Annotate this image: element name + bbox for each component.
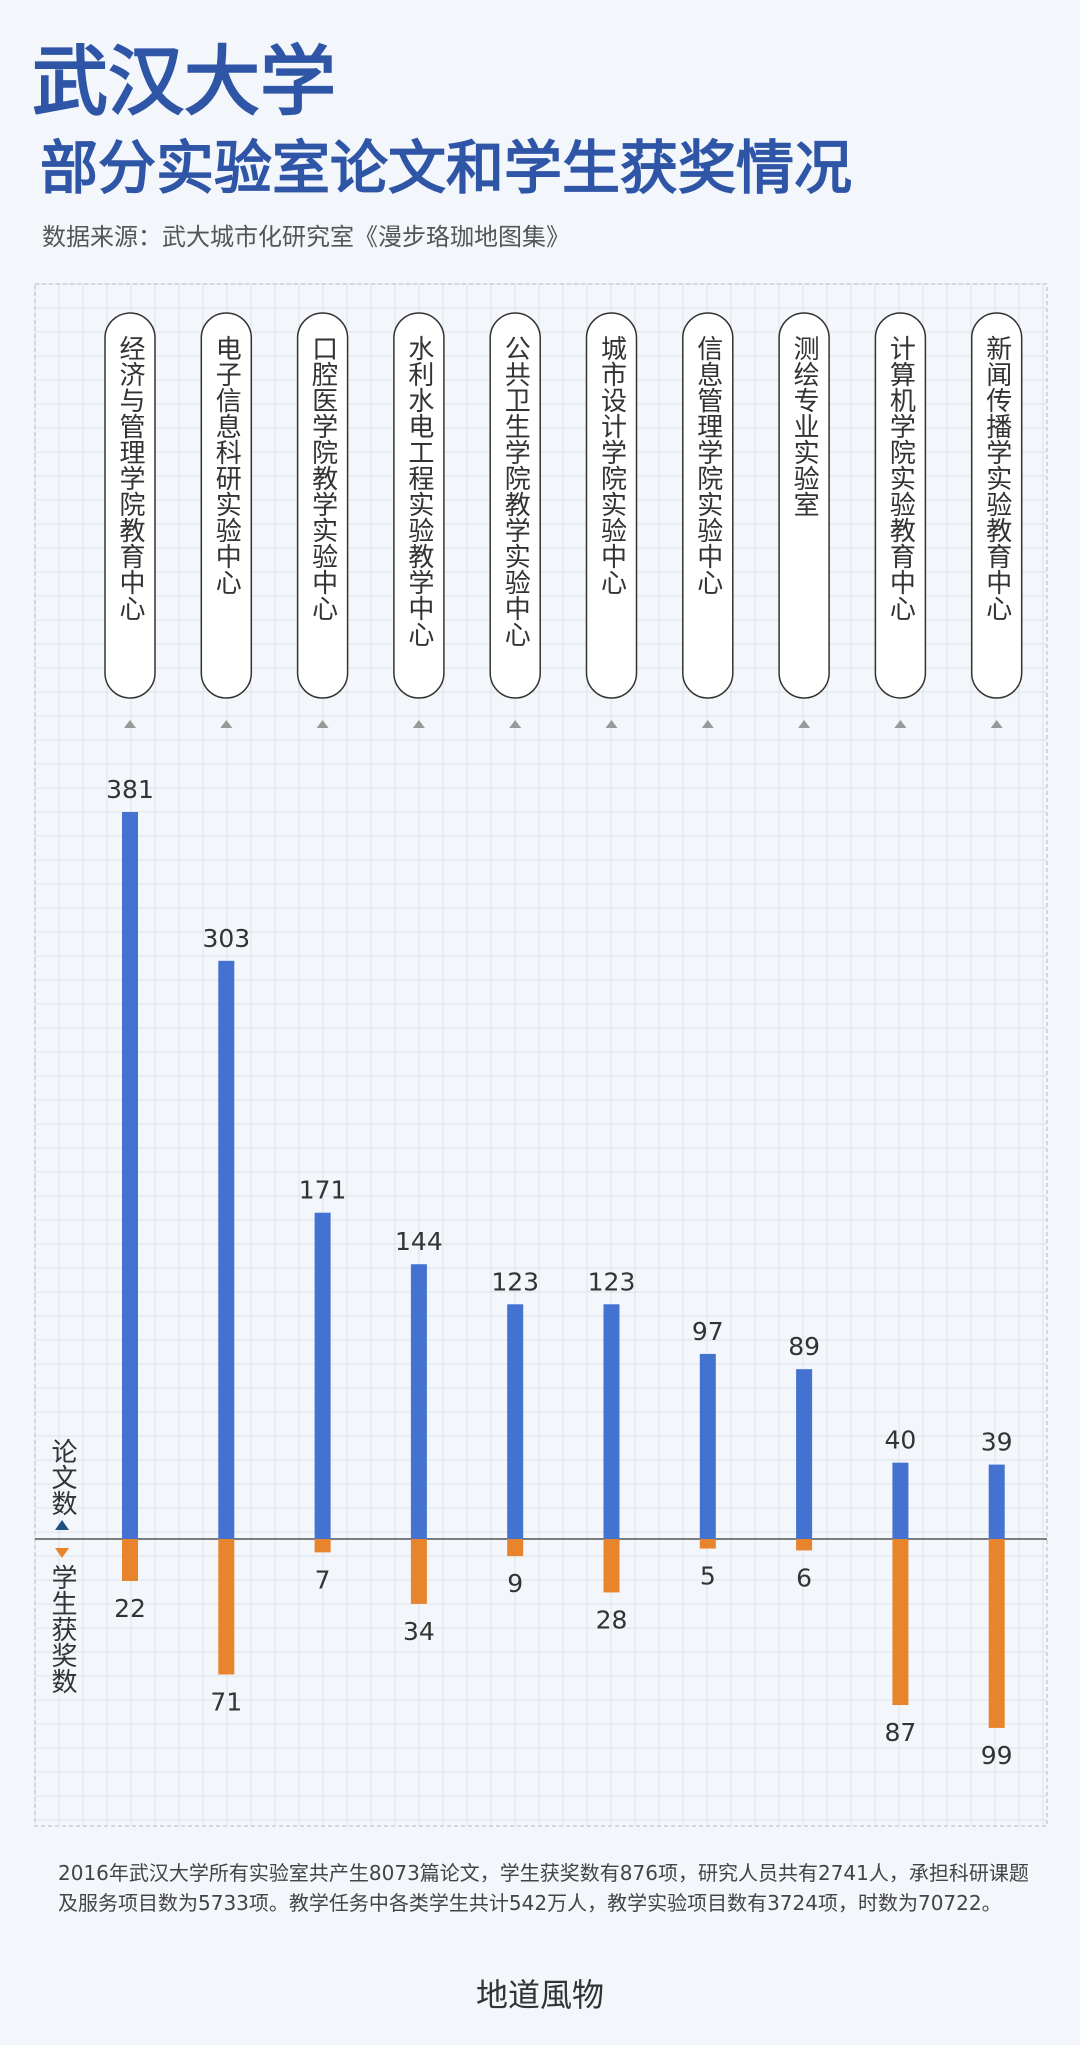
category-label: 电子信息科研实验中心 (211, 335, 241, 595)
category-pill (393, 312, 445, 699)
category-pill (104, 312, 156, 699)
value-label: 99 (981, 1741, 1013, 1770)
title: 武汉大学 (32, 37, 336, 126)
brand: 地道風物 (476, 1976, 604, 2014)
value-label: 34 (403, 1617, 435, 1646)
bar (988, 1539, 1005, 1728)
value-label: 97 (692, 1317, 724, 1346)
bar (122, 812, 138, 1539)
value-label: 9 (507, 1569, 523, 1598)
bar (892, 1462, 909, 1539)
pointer (894, 720, 907, 728)
bar (603, 1539, 620, 1593)
category-label: 计算机学院实验教育中心 (885, 335, 915, 621)
category-label: 信息管理学院实验中心 (693, 335, 723, 595)
value-label: 123 (491, 1267, 539, 1296)
value-label: 6 (796, 1563, 812, 1592)
bar (507, 1304, 524, 1539)
pointer (605, 720, 618, 728)
value-label: 171 (299, 1176, 347, 1205)
pointer (220, 720, 233, 728)
pointer (990, 720, 1003, 728)
category-pill (585, 312, 638, 699)
category-label: 测绘专业实验室 (789, 335, 819, 517)
category-label: 经济与管理学院教育中心 (115, 335, 145, 621)
category-pill (296, 312, 349, 699)
category-label: 新闻传播学实验教育中心 (982, 335, 1012, 621)
bar (314, 1212, 331, 1539)
category-pill (778, 312, 830, 699)
category-pill (682, 312, 734, 699)
category-pill (200, 312, 253, 699)
value-label: 22 (114, 1594, 146, 1623)
value-label: 28 (596, 1605, 628, 1634)
pointer (124, 720, 136, 728)
value-label: 87 (884, 1718, 916, 1747)
category-pill (489, 312, 541, 699)
bar (218, 960, 235, 1539)
bar (699, 1353, 716, 1539)
note: 2016年武汉大学所有实验室共产生8073篇论文，学生获奖数有876项，研究人员… (58, 1861, 1029, 1915)
category-label: 口腔医学院教学实验中心 (308, 335, 338, 621)
category-pill (874, 312, 927, 699)
value-label: 7 (315, 1565, 331, 1594)
value-label: 71 (210, 1687, 242, 1716)
bar (314, 1539, 331, 1553)
bar (410, 1539, 427, 1604)
legend-marker (55, 1548, 69, 1558)
bar (796, 1539, 813, 1551)
bar (507, 1539, 524, 1557)
legend-label: 学生获奖数 (47, 1564, 77, 1694)
pointer (412, 720, 425, 728)
bar (988, 1464, 1005, 1539)
value-label: 5 (700, 1562, 716, 1591)
category-label: 水利水电工程实验教学中心 (404, 335, 434, 647)
category-label: 公共卫生学院教学实验中心 (500, 335, 530, 647)
pointer (316, 720, 329, 728)
bar (603, 1304, 620, 1539)
category-label: 城市设计学院实验中心 (597, 335, 627, 595)
bar (218, 1539, 235, 1675)
value-label: 303 (202, 924, 250, 953)
frame (34, 283, 1048, 1827)
bar (699, 1539, 716, 1549)
value-label: 144 (395, 1227, 443, 1256)
pointer (509, 720, 522, 728)
source: 数据来源：武大城市化研究室《漫步珞珈地图集》 (42, 223, 570, 251)
legend-label: 论文数 (47, 1438, 77, 1516)
category-pill (970, 312, 1023, 699)
value-label: 89 (788, 1332, 820, 1361)
bar (122, 1539, 138, 1581)
subtitle: 部分实验室论文和学生获奖情况 (40, 134, 852, 202)
pointer (798, 720, 811, 728)
bar (410, 1264, 427, 1539)
value-label: 40 (884, 1426, 916, 1455)
bar (796, 1369, 813, 1539)
pointer (701, 720, 714, 728)
value-label: 39 (981, 1428, 1013, 1457)
value-label: 123 (588, 1267, 636, 1296)
bar (892, 1539, 909, 1706)
value-label: 381 (106, 775, 154, 804)
legend-marker (55, 1520, 69, 1530)
